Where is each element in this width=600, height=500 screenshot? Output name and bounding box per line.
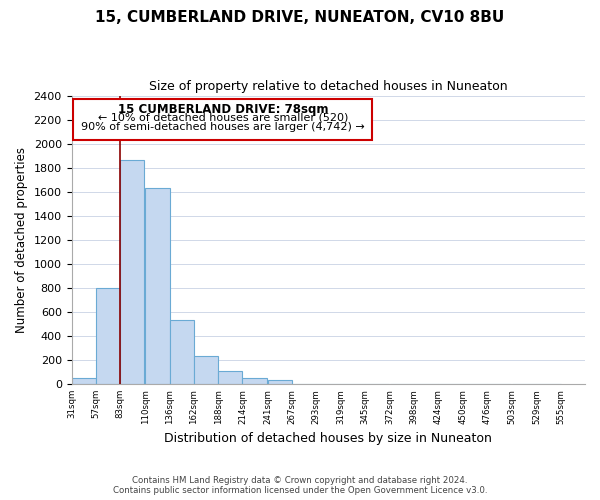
- Text: 90% of semi-detached houses are larger (4,742) →: 90% of semi-detached houses are larger (…: [81, 122, 365, 132]
- Bar: [120, 160, 145, 384]
- Bar: [268, 380, 292, 384]
- Y-axis label: Number of detached properties: Number of detached properties: [15, 146, 28, 332]
- Bar: [73, 99, 372, 140]
- X-axis label: Distribution of detached houses by size in Nuneaton: Distribution of detached houses by size …: [164, 432, 492, 445]
- Text: ← 10% of detached houses are smaller (520): ← 10% of detached houses are smaller (52…: [98, 112, 348, 122]
- Bar: [218, 372, 242, 384]
- Bar: [170, 320, 194, 384]
- Bar: [194, 356, 218, 384]
- Title: Size of property relative to detached houses in Nuneaton: Size of property relative to detached ho…: [149, 80, 508, 93]
- Text: Contains HM Land Registry data © Crown copyright and database right 2024.
Contai: Contains HM Land Registry data © Crown c…: [113, 476, 487, 495]
- Text: 15 CUMBERLAND DRIVE: 78sqm: 15 CUMBERLAND DRIVE: 78sqm: [118, 103, 328, 116]
- Bar: [96, 288, 120, 384]
- Bar: [71, 378, 96, 384]
- Bar: [145, 188, 170, 384]
- Bar: [242, 378, 266, 384]
- Text: 15, CUMBERLAND DRIVE, NUNEATON, CV10 8BU: 15, CUMBERLAND DRIVE, NUNEATON, CV10 8BU: [95, 10, 505, 25]
